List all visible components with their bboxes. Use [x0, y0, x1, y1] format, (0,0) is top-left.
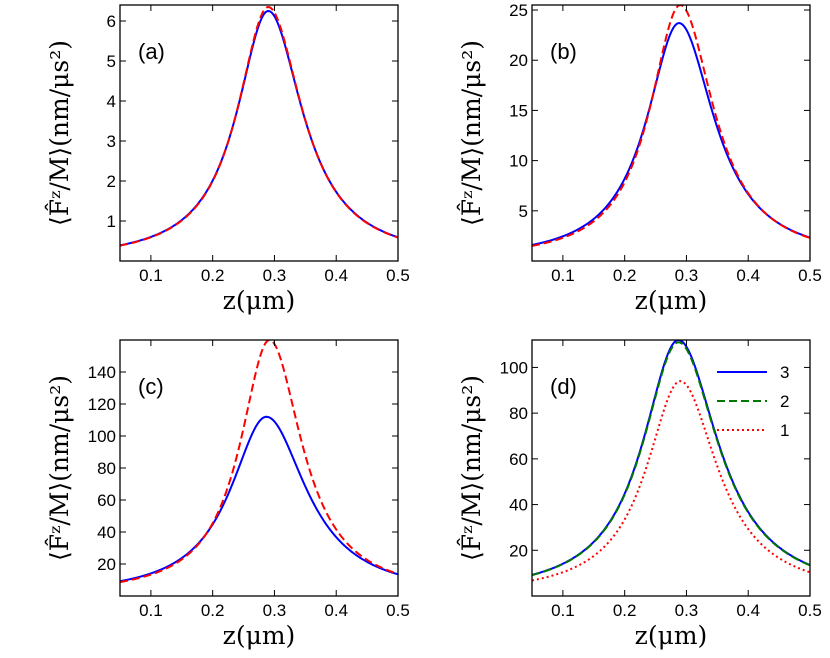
x-axis-label: z(μm) [223, 621, 296, 650]
panel-label: (c) [138, 374, 164, 399]
y-tick-label: 80 [97, 459, 116, 478]
series-line-green-dashed [532, 341, 810, 577]
y-tick-label: 3 [107, 132, 116, 151]
y-tick-label: 25 [509, 1, 528, 20]
x-tick-label: 0.1 [139, 266, 163, 285]
series-group [532, 340, 810, 582]
y-tick-label: 100 [88, 427, 116, 446]
y-tick-label: 40 [509, 496, 528, 515]
panel-4: 0.1 0.2 0.3 0.4 0.5 20 40 60 80 100 z(μm) ⟨F̂ᶻ/M⟩(n… [457, 339, 822, 650]
legend: 3 2 1 [717, 363, 789, 440]
panel-label: (d) [550, 374, 577, 399]
x-tick-label: 0.4 [324, 601, 348, 620]
x-tick-label: 0.5 [798, 266, 822, 285]
y-tick-label: 40 [97, 523, 116, 542]
series-group [120, 340, 398, 584]
y-tick-label: 120 [88, 395, 116, 414]
series-line-red-dashed [120, 6, 398, 247]
y-axis-label: ⟨F̂ᶻ/M⟩(nm/μs²) [45, 40, 74, 226]
x-tick-label: 0.1 [551, 266, 575, 285]
y-tick-label: 5 [519, 202, 528, 221]
x-tick-label: 0.5 [798, 601, 822, 620]
x-tick-label: 0.3 [263, 266, 287, 285]
y-tick-label: 6 [107, 12, 116, 31]
y-tick-label: 2 [107, 172, 116, 191]
series-group [532, 5, 810, 247]
y-axis-label: ⟨F̂ᶻ/M⟩(nm/μs²) [45, 375, 74, 561]
y-tick-label: 4 [107, 92, 116, 111]
panel-3: 0.1 0.2 0.3 0.4 0.5 20 40 60 80 100 120 140 z(μm) ⟨F̂… [45, 339, 410, 650]
y-tick-label: 80 [509, 404, 528, 423]
x-tick-label: 0.2 [613, 266, 637, 285]
y-tick-label: 20 [509, 541, 528, 560]
axes-frame [531, 339, 811, 597]
series-line-red-dotted [532, 380, 810, 582]
y-tick-label: 15 [509, 101, 528, 120]
x-tick-label: 0.1 [551, 601, 575, 620]
y-tick-label: 60 [509, 450, 528, 469]
x-tick-label: 0.4 [736, 266, 760, 285]
panel-label: (b) [550, 39, 577, 64]
panel-label: (a) [138, 39, 165, 64]
y-tick-label: 1 [107, 212, 116, 231]
y-tick-label: 5 [107, 52, 116, 71]
y-tick-label: 20 [97, 555, 116, 574]
x-tick-label: 0.1 [139, 601, 163, 620]
x-tick-label: 0.3 [675, 601, 699, 620]
series-line-red-dashed [120, 340, 398, 584]
x-tick-label: 0.4 [736, 601, 760, 620]
axes-frame [119, 4, 399, 262]
panel-1: 0.1 0.2 0.3 0.4 0.5 1 2 3 4 5 6 z(μm) ⟨F̂ᶻ/M⟩(nm/μs²… [45, 4, 410, 315]
x-tick-label: 0.3 [263, 601, 287, 620]
x-tick-label: 0.2 [201, 266, 225, 285]
y-tick-label: 60 [97, 491, 116, 510]
x-axis-label: z(μm) [635, 286, 708, 315]
x-tick-label: 0.5 [386, 266, 410, 285]
y-tick-label: 100 [500, 358, 528, 377]
x-tick-label: 0.4 [324, 266, 348, 285]
legend-label: 2 [780, 392, 789, 411]
y-tick-label: 140 [88, 363, 116, 382]
y-tick-label: 20 [509, 51, 528, 70]
x-tick-label: 0.2 [201, 601, 225, 620]
series-group [120, 6, 398, 247]
y-axis-label: ⟨F̂ᶻ/M⟩(nm/μs²) [457, 40, 486, 226]
x-axis-label: z(μm) [635, 621, 708, 650]
x-tick-label: 0.5 [386, 601, 410, 620]
y-axis-label: ⟨F̂ᶻ/M⟩(nm/μs²) [457, 375, 486, 561]
panel-2: 0.1 0.2 0.3 0.4 0.5 5 10 15 20 25 z(μm) ⟨F̂ᶻ/M⟩(nm/… [457, 1, 822, 315]
series-line-red-dashed [532, 5, 810, 247]
legend-label: 1 [780, 421, 789, 440]
legend-label: 3 [780, 363, 789, 382]
axes-frame [531, 4, 811, 262]
series-line-blue-solid [120, 415, 398, 583]
y-tick-label: 10 [509, 152, 528, 171]
x-axis-label: z(μm) [223, 286, 296, 315]
x-tick-label: 0.3 [675, 266, 699, 285]
x-tick-label: 0.2 [613, 601, 637, 620]
